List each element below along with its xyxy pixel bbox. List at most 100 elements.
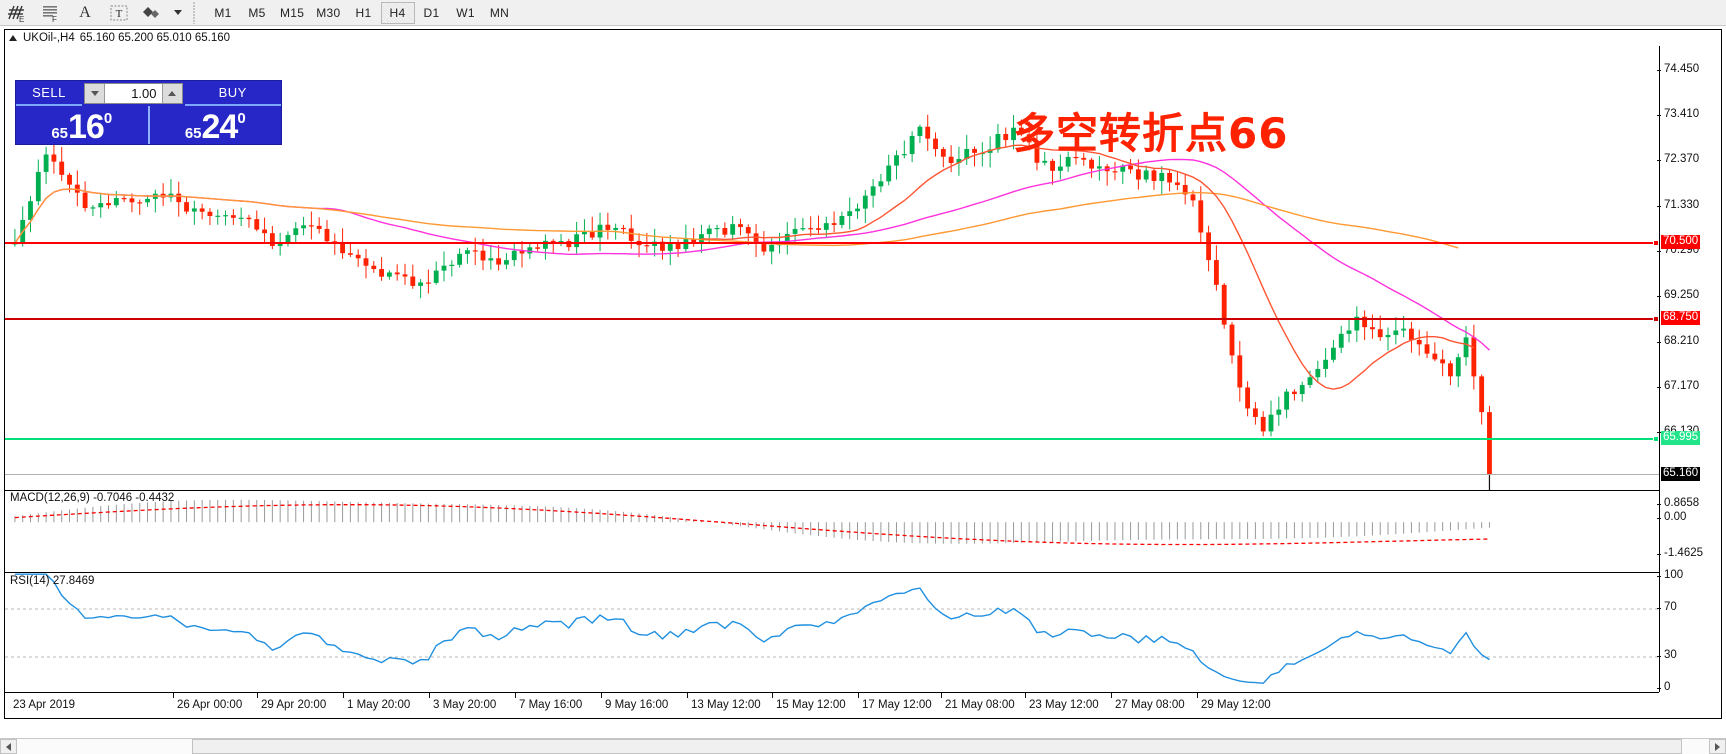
buy-button[interactable]: BUY bbox=[184, 81, 281, 106]
rsi-axis[interactable]: 100 70 30 0 bbox=[1657, 569, 1721, 693]
rsi-axis-label: 70 bbox=[1664, 601, 1677, 613]
time-axis-label: 27 May 08:00 bbox=[1115, 699, 1185, 711]
svg-text:E: E bbox=[19, 15, 24, 23]
time-axis[interactable]: 23 Apr 2019 26 Apr 00:00 29 Apr 20:00 1 May… bbox=[5, 692, 1659, 718]
rsi-axis-label: 30 bbox=[1664, 649, 1677, 661]
templates-icon[interactable]: F bbox=[34, 1, 68, 25]
rsi-axis-label: 0 bbox=[1664, 681, 1671, 693]
timeframe-w1[interactable]: W1 bbox=[456, 5, 475, 20]
time-axis-label: 21 May 08:00 bbox=[945, 699, 1015, 711]
time-axis-tick bbox=[1111, 693, 1112, 698]
scroll-left-arrow-icon[interactable] bbox=[0, 739, 17, 754]
macd-axis-label: 0.8658 bbox=[1664, 497, 1700, 509]
timeframe-m5[interactable]: M5 bbox=[248, 5, 266, 20]
sell-price[interactable]: 65 16 0 bbox=[16, 106, 148, 144]
time-axis-label: 29 Apr 20:00 bbox=[261, 699, 327, 711]
price-axis-tick bbox=[1657, 432, 1661, 434]
indicators-icon[interactable]: E bbox=[0, 1, 34, 25]
svg-text:T: T bbox=[116, 8, 123, 20]
level-line[interactable] bbox=[5, 474, 1659, 476]
timeframe-mn[interactable]: MN bbox=[489, 5, 510, 20]
buy-price-main: 24 bbox=[201, 108, 239, 147]
time-axis-label: 9 May 16:00 bbox=[605, 699, 669, 711]
macd-axis[interactable]: 0.8658 0.00 -1.4625 bbox=[1657, 490, 1721, 572]
price-badge-resistance[interactable]: 70.500 bbox=[1661, 234, 1701, 249]
time-axis-label: 17 May 12:00 bbox=[862, 699, 932, 711]
time-axis-tick bbox=[429, 693, 430, 698]
volume-stepper[interactable]: 1.00 bbox=[84, 83, 183, 104]
timeframe-h1[interactable]: H1 bbox=[355, 5, 372, 20]
rsi-axis-tick bbox=[1657, 608, 1661, 609]
price-axis-tick bbox=[1657, 160, 1661, 162]
price-axis-tick bbox=[1657, 115, 1661, 117]
price-axis-label: 71.330 bbox=[1664, 198, 1700, 211]
price-axis-label: 68.210 bbox=[1664, 334, 1700, 347]
price-axis[interactable]: 74.450 73.410 72.370 71.330 70.290 69.250 68.2… bbox=[1657, 46, 1721, 490]
timeframe-h4[interactable]: H4 bbox=[380, 1, 415, 24]
macd-axis-tick bbox=[1657, 518, 1661, 519]
level-line[interactable] bbox=[5, 437, 1659, 440]
level-line[interactable] bbox=[5, 241, 1659, 244]
time-axis-tick bbox=[687, 693, 688, 698]
time-axis-label: 15 May 12:00 bbox=[776, 699, 846, 711]
rsi-axis-tick bbox=[1657, 688, 1661, 689]
price-badge-support[interactable]: 68.750 bbox=[1661, 311, 1701, 326]
macd-pane[interactable]: MACD(12,26,9) -0.7046 -0.4432 bbox=[5, 490, 1659, 572]
timeframe-m30[interactable]: M30 bbox=[316, 5, 341, 20]
price-badge-last-price[interactable]: 65.160 bbox=[1661, 467, 1701, 482]
sell-button[interactable]: SELL bbox=[16, 81, 82, 106]
scrollbar-track[interactable] bbox=[17, 739, 1709, 754]
macd-canvas bbox=[14, 499, 1490, 546]
volume-value[interactable]: 1.00 bbox=[131, 86, 157, 101]
volume-decrease-button[interactable] bbox=[85, 84, 105, 103]
price-axis-label: 67.170 bbox=[1664, 379, 1700, 392]
timeframe-m1[interactable]: M1 bbox=[214, 5, 232, 20]
objects-icon[interactable] bbox=[136, 1, 170, 25]
buy-price-prefix: 65 bbox=[184, 125, 202, 142]
chart-annotation-text: 多空转折点66 bbox=[1013, 109, 1289, 158]
price-badge-target[interactable]: 65.995 bbox=[1661, 430, 1701, 445]
level-line-handle[interactable] bbox=[1653, 435, 1659, 442]
time-axis-tick bbox=[1025, 693, 1026, 698]
price-axis-tick bbox=[1657, 341, 1661, 343]
time-axis-tick bbox=[515, 693, 516, 698]
text-tool-icon[interactable]: A bbox=[79, 3, 91, 21]
chart-frame[interactable]: UKOil-,H4 65.160 65.200 65.010 65.160 74… bbox=[4, 29, 1722, 719]
level-line-handle[interactable] bbox=[1653, 316, 1659, 323]
triangle-up-icon bbox=[9, 34, 17, 41]
objects-dropdown-caret-icon[interactable] bbox=[170, 1, 186, 25]
rsi-label: RSI(14) 27.8469 bbox=[10, 575, 95, 587]
text-label-icon[interactable]: T bbox=[102, 1, 136, 25]
price-axis-label: 74.450 bbox=[1664, 62, 1700, 75]
horizontal-scrollbar[interactable] bbox=[0, 738, 1726, 754]
time-axis-label: 13 May 12:00 bbox=[691, 699, 761, 711]
time-axis-tick bbox=[343, 693, 344, 698]
one-click-trading-panel[interactable]: SELL 1.00 BUY 65 16 0 65 24 0 bbox=[15, 80, 282, 145]
scrollbar-thumb[interactable] bbox=[192, 739, 1682, 754]
level-line[interactable] bbox=[5, 318, 1659, 321]
time-axis-tick bbox=[772, 693, 773, 698]
scroll-right-arrow-icon[interactable] bbox=[1709, 739, 1726, 754]
rsi-canvas bbox=[5, 573, 1659, 685]
timeframe-d1[interactable]: D1 bbox=[423, 5, 440, 20]
rsi-line bbox=[14, 573, 1490, 685]
macd-label: MACD(12,26,9) -0.7046 -0.4432 bbox=[10, 492, 175, 504]
time-axis-label: 1 May 20:00 bbox=[347, 699, 411, 711]
sell-price-prefix: 65 bbox=[51, 125, 68, 142]
volume-increase-button[interactable] bbox=[161, 84, 182, 103]
price-axis-tick bbox=[1657, 296, 1661, 298]
rsi-axis-label: 100 bbox=[1664, 569, 1684, 581]
rsi-pane[interactable]: RSI(14) 27.8469 bbox=[5, 572, 1659, 692]
buy-price-pip: 0 bbox=[237, 110, 246, 127]
toolbar-separator bbox=[190, 1, 198, 24]
time-axis-tick bbox=[1197, 693, 1198, 698]
price-axis-tick bbox=[1657, 69, 1661, 71]
time-axis-tick bbox=[941, 693, 942, 698]
buy-price[interactable]: 65 24 0 bbox=[147, 106, 282, 147]
svg-text:F: F bbox=[52, 15, 57, 23]
time-axis-label: 26 Apr 00:00 bbox=[177, 699, 243, 711]
level-line-handle[interactable] bbox=[1653, 239, 1659, 246]
price-axis-tick bbox=[1657, 251, 1661, 253]
timeframe-m15[interactable]: M15 bbox=[280, 5, 305, 20]
time-axis-tick bbox=[257, 693, 258, 698]
